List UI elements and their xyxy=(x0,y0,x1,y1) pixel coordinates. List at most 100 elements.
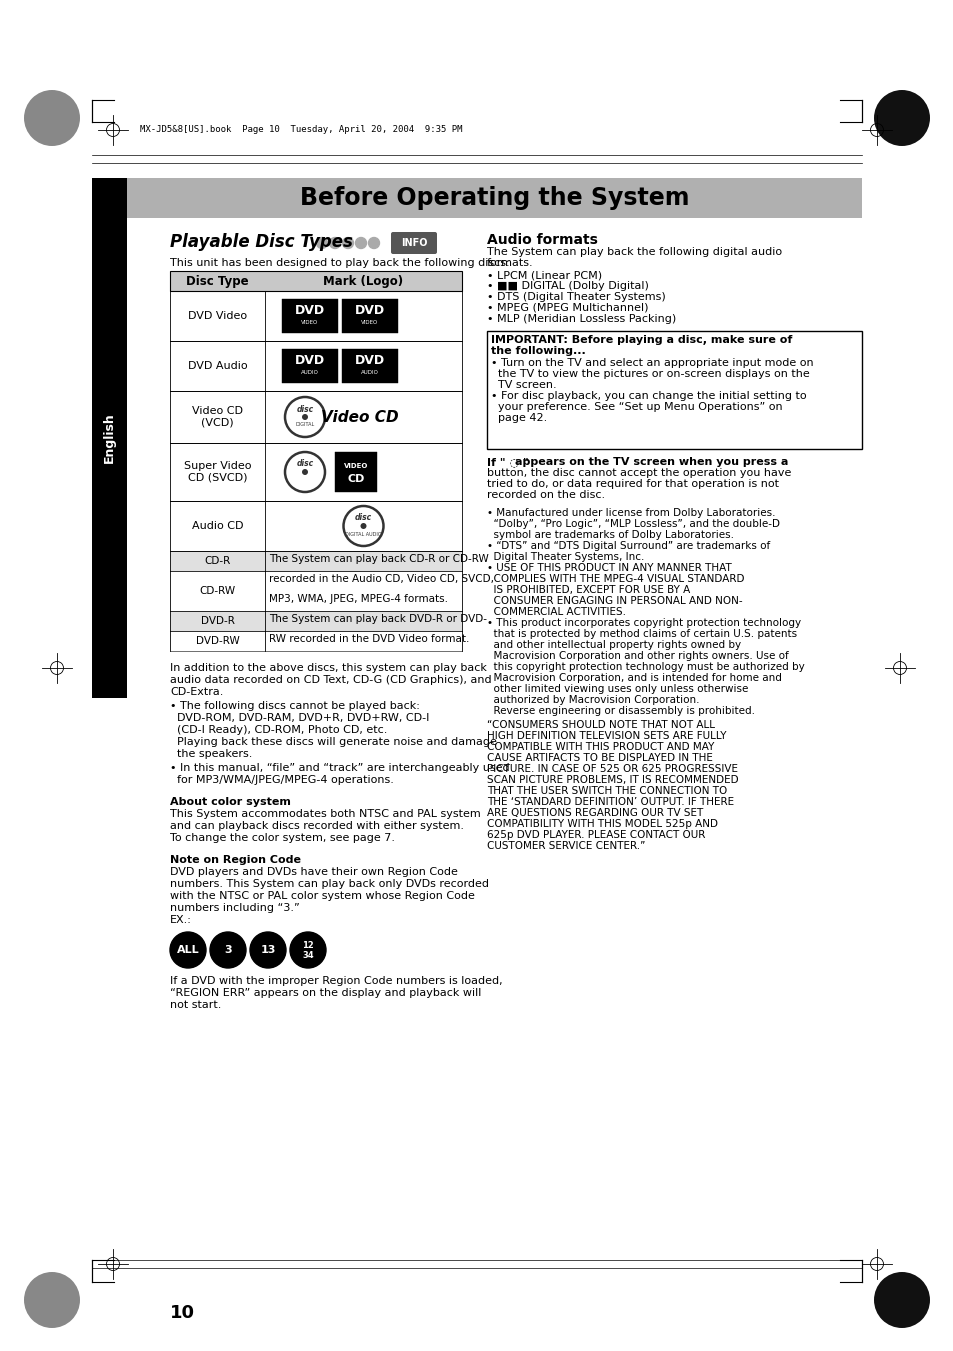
Text: CAUSE ARTIFACTS TO BE DISPLAYED IN THE: CAUSE ARTIFACTS TO BE DISPLAYED IN THE xyxy=(486,753,712,763)
Bar xyxy=(170,551,461,571)
Text: audio data recorded on CD Text, CD-G (CD Graphics), and: audio data recorded on CD Text, CD-G (CD… xyxy=(170,676,491,685)
Text: (CD-I Ready), CD-ROM, Photo CD, etc.: (CD-I Ready), CD-ROM, Photo CD, etc. xyxy=(170,725,387,735)
Text: CD: CD xyxy=(347,474,364,484)
Text: HIGH DEFINITION TELEVISION SETS ARE FULLY: HIGH DEFINITION TELEVISION SETS ARE FULL… xyxy=(486,731,726,740)
Text: CUSTOMER SERVICE CENTER.”: CUSTOMER SERVICE CENTER.” xyxy=(486,842,644,851)
Text: DVD-RW: DVD-RW xyxy=(195,636,239,646)
Text: Disc Type: Disc Type xyxy=(186,274,249,288)
Text: “CONSUMERS SHOULD NOTE THAT NOT ALL: “CONSUMERS SHOULD NOTE THAT NOT ALL xyxy=(486,720,714,730)
Text: recorded in the Audio CD, Video CD, SVCD,: recorded in the Audio CD, Video CD, SVCD… xyxy=(269,574,494,584)
Text: To change the color system, see page 7.: To change the color system, see page 7. xyxy=(170,834,395,843)
Text: Macrovision Corporation and other rights owners. Use of: Macrovision Corporation and other rights… xyxy=(486,651,788,661)
Text: Note on Region Code: Note on Region Code xyxy=(170,855,301,865)
Text: 625p DVD PLAYER. PLEASE CONTACT OUR: 625p DVD PLAYER. PLEASE CONTACT OUR xyxy=(486,830,704,840)
Text: • “DTS” and “DTS Digital Surround” are trademarks of: • “DTS” and “DTS Digital Surround” are t… xyxy=(486,540,769,551)
Text: Video CD: Video CD xyxy=(321,409,398,424)
Circle shape xyxy=(873,1273,929,1328)
Text: • Manufactured under license from Dolby Laboratories.: • Manufactured under license from Dolby … xyxy=(486,508,775,517)
Text: This unit has been designed to play back the following discs:: This unit has been designed to play back… xyxy=(170,258,509,267)
Text: and other intellectual property rights owned by: and other intellectual property rights o… xyxy=(486,640,740,650)
Text: English: English xyxy=(103,412,116,463)
Text: RW recorded in the DVD Video format.: RW recorded in the DVD Video format. xyxy=(269,634,469,644)
Text: VIDEO: VIDEO xyxy=(343,463,368,469)
Text: MX-JD5&8[US].book  Page 10  Tuesday, April 20, 2004  9:35 PM: MX-JD5&8[US].book Page 10 Tuesday, April… xyxy=(140,126,462,135)
Text: Video CD
(VCD): Video CD (VCD) xyxy=(192,407,243,428)
Circle shape xyxy=(329,238,340,249)
Circle shape xyxy=(316,238,327,249)
Text: COMPATIBLE WITH THIS PRODUCT AND MAY: COMPATIBLE WITH THIS PRODUCT AND MAY xyxy=(486,742,714,753)
Text: numbers including “3.”: numbers including “3.” xyxy=(170,902,299,913)
Text: numbers. This System can play back only DVDs recorded: numbers. This System can play back only … xyxy=(170,880,489,889)
Text: the TV to view the pictures or on-screen displays on the: the TV to view the pictures or on-screen… xyxy=(491,369,809,380)
Text: recorded on the disc.: recorded on the disc. xyxy=(486,490,604,500)
Text: Audio CD: Audio CD xyxy=(192,521,243,531)
Text: MP3, WMA, JPEG, MPEG-4 formats.: MP3, WMA, JPEG, MPEG-4 formats. xyxy=(269,594,448,604)
Circle shape xyxy=(290,932,326,969)
Text: Super Video
CD (SVCD): Super Video CD (SVCD) xyxy=(184,461,251,482)
Text: • This product incorporates copyright protection technology: • This product incorporates copyright pr… xyxy=(486,617,801,628)
Text: Digital Theater Systems, Inc.: Digital Theater Systems, Inc. xyxy=(486,553,643,562)
Text: The System can play back DVD-R or DVD-: The System can play back DVD-R or DVD- xyxy=(269,613,486,624)
Text: 12: 12 xyxy=(302,940,314,950)
Text: with the NTSC or PAL color system whose Region Code: with the NTSC or PAL color system whose … xyxy=(170,892,475,901)
Bar xyxy=(341,349,397,382)
Text: Reverse engineering or disassembly is prohibited.: Reverse engineering or disassembly is pr… xyxy=(486,707,754,716)
Text: Playable Disc Types: Playable Disc Types xyxy=(170,232,353,251)
Text: This System accommodates both NTSC and PAL system: This System accommodates both NTSC and P… xyxy=(170,809,480,819)
FancyBboxPatch shape xyxy=(391,232,436,254)
Text: • For disc playback, you can change the initial setting to: • For disc playback, you can change the … xyxy=(491,390,806,401)
Text: In addition to the above discs, this system can play back: In addition to the above discs, this sys… xyxy=(170,663,486,673)
Text: DVD: DVD xyxy=(294,304,325,317)
Text: page 42.: page 42. xyxy=(491,413,547,423)
Text: DIGITAL: DIGITAL xyxy=(295,423,314,427)
Circle shape xyxy=(24,1273,80,1328)
Text: DVD: DVD xyxy=(355,304,385,317)
Text: The System can play back CD-R or CD-RW: The System can play back CD-R or CD-RW xyxy=(269,554,488,563)
Text: ARE QUESTIONS REGARDING OUR TV SET: ARE QUESTIONS REGARDING OUR TV SET xyxy=(486,808,702,817)
Text: The System can play back the following digital audio: The System can play back the following d… xyxy=(486,247,781,257)
Text: About color system: About color system xyxy=(170,797,291,807)
Text: Playing back these discs will generate noise and damage: Playing back these discs will generate n… xyxy=(170,738,497,747)
Text: IS PROHIBITED, EXCEPT FOR USE BY A: IS PROHIBITED, EXCEPT FOR USE BY A xyxy=(486,585,690,594)
Text: appears on the TV screen when you press a: appears on the TV screen when you press … xyxy=(515,457,787,467)
Bar xyxy=(282,299,337,332)
Text: TV screen.: TV screen. xyxy=(491,380,556,390)
Circle shape xyxy=(250,932,286,969)
Text: AUDIO: AUDIO xyxy=(301,370,318,376)
Text: • USE OF THIS PRODUCT IN ANY MANNER THAT: • USE OF THIS PRODUCT IN ANY MANNER THAT xyxy=(486,563,731,573)
Text: • In this manual, “file” and “track” are interchangeably used: • In this manual, “file” and “track” are… xyxy=(170,763,509,773)
Text: • MPEG (MPEG Multichannel): • MPEG (MPEG Multichannel) xyxy=(486,303,648,313)
Text: If a DVD with the improper Region Code numbers is loaded,: If a DVD with the improper Region Code n… xyxy=(170,975,502,986)
Text: symbol are trademarks of Dolby Laboratories.: symbol are trademarks of Dolby Laborator… xyxy=(486,530,733,540)
Text: DVD Video: DVD Video xyxy=(188,311,247,322)
Text: SCAN PICTURE PROBLEMS, IT IS RECOMMENDED: SCAN PICTURE PROBLEMS, IT IS RECOMMENDED xyxy=(486,775,738,785)
Text: • MLP (Meridian Lossless Packing): • MLP (Meridian Lossless Packing) xyxy=(486,313,676,324)
Text: and can playback discs recorded with either system.: and can playback discs recorded with eit… xyxy=(170,821,463,831)
Text: authorized by Macrovision Corporation.: authorized by Macrovision Corporation. xyxy=(486,694,699,705)
Text: INFO: INFO xyxy=(400,238,427,249)
Text: VIDEO: VIDEO xyxy=(301,320,318,326)
Bar xyxy=(127,178,862,218)
Text: DVD: DVD xyxy=(294,354,325,367)
Text: DVD Audio: DVD Audio xyxy=(188,361,247,372)
Text: AUDIO: AUDIO xyxy=(360,370,378,376)
Text: your preference. See “Set up Menu Operations” on: your preference. See “Set up Menu Operat… xyxy=(491,403,781,412)
Text: Mark (Logo): Mark (Logo) xyxy=(323,274,403,288)
Text: CD-R: CD-R xyxy=(204,557,231,566)
Text: 13: 13 xyxy=(260,944,275,955)
Text: EX.:: EX.: xyxy=(170,915,192,925)
Text: DVD: DVD xyxy=(355,354,385,367)
Text: “REGION ERR” appears on the display and playback will: “REGION ERR” appears on the display and … xyxy=(170,988,481,998)
Text: DIGITAL AUDIO: DIGITAL AUDIO xyxy=(345,531,381,536)
Text: 10: 10 xyxy=(170,1304,194,1323)
Text: • LPCM (Linear PCM): • LPCM (Linear PCM) xyxy=(486,270,601,280)
Text: CONSUMER ENGAGING IN PERSONAL AND NON-: CONSUMER ENGAGING IN PERSONAL AND NON- xyxy=(486,596,741,607)
Bar xyxy=(335,453,376,492)
Text: PICTURE. IN CASE OF 525 OR 625 PROGRESSIVE: PICTURE. IN CASE OF 525 OR 625 PROGRESSI… xyxy=(486,765,738,774)
Text: 34: 34 xyxy=(302,951,314,959)
Text: • DTS (Digital Theater Systems): • DTS (Digital Theater Systems) xyxy=(486,292,665,303)
Bar xyxy=(91,178,127,698)
Text: disc: disc xyxy=(296,459,314,469)
Bar xyxy=(282,349,337,382)
Bar xyxy=(486,331,862,449)
